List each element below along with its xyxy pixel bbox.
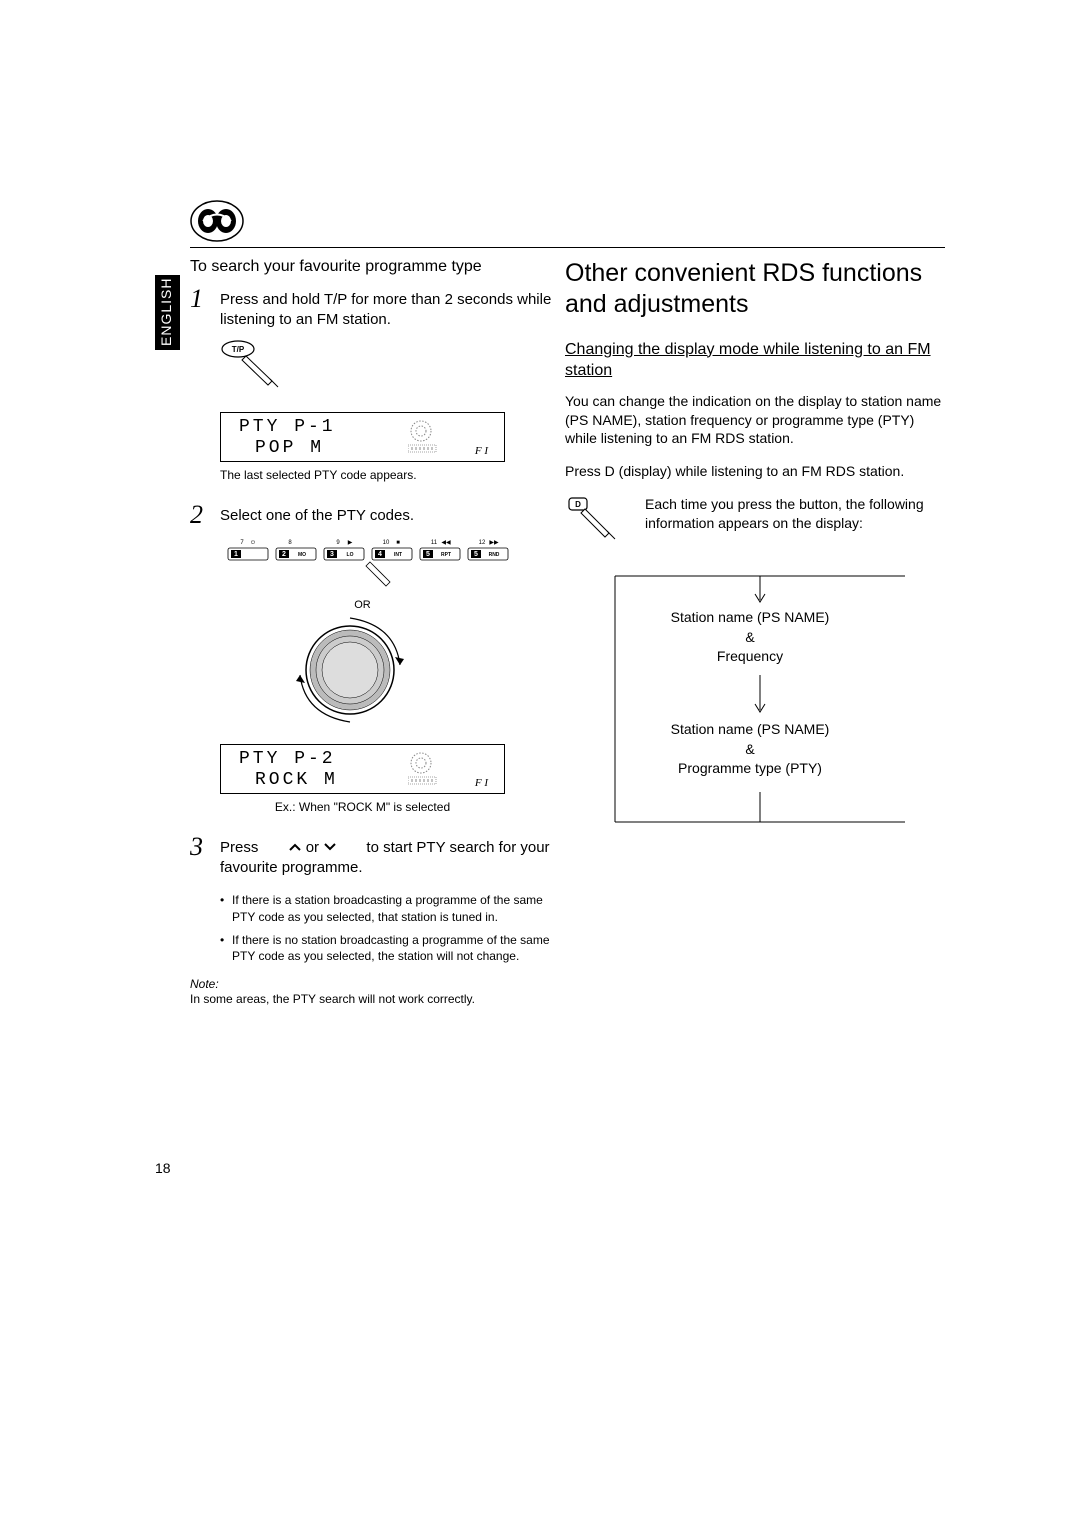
tp-label: T/P <box>232 345 245 354</box>
step-1: 1 Press and hold T/P for more than 2 sec… <box>190 286 555 331</box>
step-text: Press and hold T/P for more than 2 secon… <box>220 286 555 331</box>
d-button-row: D Each time you press the button, the fo… <box>565 495 945 550</box>
right-column: Other convenient RDS functions and adjus… <box>565 258 945 570</box>
dial-illustration <box>290 615 555 730</box>
bullet-item: If there is a station broadcasting a pro… <box>220 892 555 926</box>
svg-text:RND: RND <box>489 552 500 558</box>
tp-button-illustration: T/P <box>220 339 555 394</box>
svg-text:10: 10 <box>383 540 390 546</box>
svg-text:▶▶: ▶▶ <box>489 540 499 546</box>
lcd-main-text: PTY P-2 <box>239 749 336 769</box>
bullet-item: If there is no station broadcasting a pr… <box>220 932 555 966</box>
svg-text:RPT: RPT <box>441 552 451 558</box>
chevron-up-icon <box>288 838 302 858</box>
lcd-sub-text: POP M <box>255 438 324 458</box>
svg-text:9: 9 <box>336 540 340 546</box>
flow-item-line: Programme type (PTY) <box>595 759 905 779</box>
lcd-caption: The last selected PTY code appears. <box>220 468 555 482</box>
note-text: In some areas, the PTY search will not w… <box>190 991 555 1008</box>
page-number: 18 <box>155 1160 171 1176</box>
d-button-illustration: D <box>565 495 625 550</box>
svg-text:▶: ▶ <box>348 540 353 546</box>
svg-text:LO: LO <box>347 552 354 558</box>
lcd-status-icon <box>408 419 452 460</box>
step-2: 2 Select one of the PTY codes. <box>190 502 555 528</box>
step-number: 1 <box>190 286 220 312</box>
flow-item-line: Frequency <box>595 647 905 667</box>
right-paragraph: Press D (display) while listening to an … <box>565 462 945 481</box>
left-column: To search your favourite programme type … <box>190 258 555 1008</box>
svg-text:7: 7 <box>240 540 244 546</box>
lcd-display-1: PTY P-1 POP M F I <box>220 412 505 462</box>
lcd-status-icon <box>408 751 452 792</box>
svg-text:11: 11 <box>431 540 438 546</box>
svg-text:3: 3 <box>330 551 334 558</box>
flow-item-line: Station name (PS NAME) <box>595 720 905 740</box>
bullet-list: If there is a station broadcasting a pro… <box>220 892 555 965</box>
page-logo <box>190 200 245 247</box>
lcd-corner-label: F I <box>475 777 488 789</box>
lcd-caption: Ex.: When "ROCK M" is selected <box>220 800 505 814</box>
right-title: Other convenient RDS functions and adjus… <box>565 258 945 321</box>
step-text: Select one of the PTY codes. <box>220 502 414 526</box>
step3-before: Press <box>220 839 258 856</box>
lcd-display-2: PTY P-2 ROCK M F I <box>220 744 505 794</box>
svg-text:D: D <box>575 500 581 509</box>
or-label: OR <box>220 599 505 611</box>
chevron-down-icon <box>323 838 337 858</box>
svg-text:5: 5 <box>474 551 478 558</box>
svg-text:4: 4 <box>378 551 382 558</box>
note-label: Note: <box>190 977 555 991</box>
step-3: 3 Press or to start PTY search for your … <box>190 834 555 879</box>
svg-text:12: 12 <box>479 540 486 546</box>
svg-text:⏻: ⏻ <box>251 540 255 546</box>
right-subheading: Changing the display mode while listenin… <box>565 339 945 382</box>
svg-text:MO: MO <box>298 552 306 558</box>
svg-text:1: 1 <box>234 551 238 558</box>
lcd-sub-text: ROCK M <box>255 770 338 790</box>
svg-text:8: 8 <box>288 540 292 546</box>
step-number: 3 <box>190 834 220 860</box>
svg-text:◀◀: ◀◀ <box>441 540 451 546</box>
step3-after: to start PTY search for your favourite p… <box>220 839 550 876</box>
left-heading: To search your favourite programme type <box>190 258 555 276</box>
svg-text:2: 2 <box>282 551 286 558</box>
language-tab: ENGLISH <box>155 275 180 350</box>
preset-button-row: 7 ⏻ 8 9 ▶ 10 ■ 11◀◀ 12▶▶ 1 2 MO 3 LO 4 INT 5 <box>220 536 555 593</box>
svg-text:■: ■ <box>396 540 400 546</box>
step-number: 2 <box>190 502 220 528</box>
right-paragraph: You can change the indication on the dis… <box>565 392 945 449</box>
lcd-corner-label: F I <box>475 445 488 457</box>
flow-item-line: & <box>595 628 905 648</box>
step-text: Press or to start PTY search for your fa… <box>220 834 555 879</box>
divider-line <box>190 247 945 248</box>
d-button-text: Each time you press the button, the foll… <box>645 495 945 533</box>
svg-text:INT: INT <box>394 552 402 558</box>
lcd-main-text: PTY P-1 <box>239 417 336 437</box>
flow-item-line: Station name (PS NAME) <box>595 608 905 628</box>
svg-text:5: 5 <box>426 551 430 558</box>
flow-item-line: & <box>595 740 905 760</box>
step3-mid: or <box>306 839 319 856</box>
